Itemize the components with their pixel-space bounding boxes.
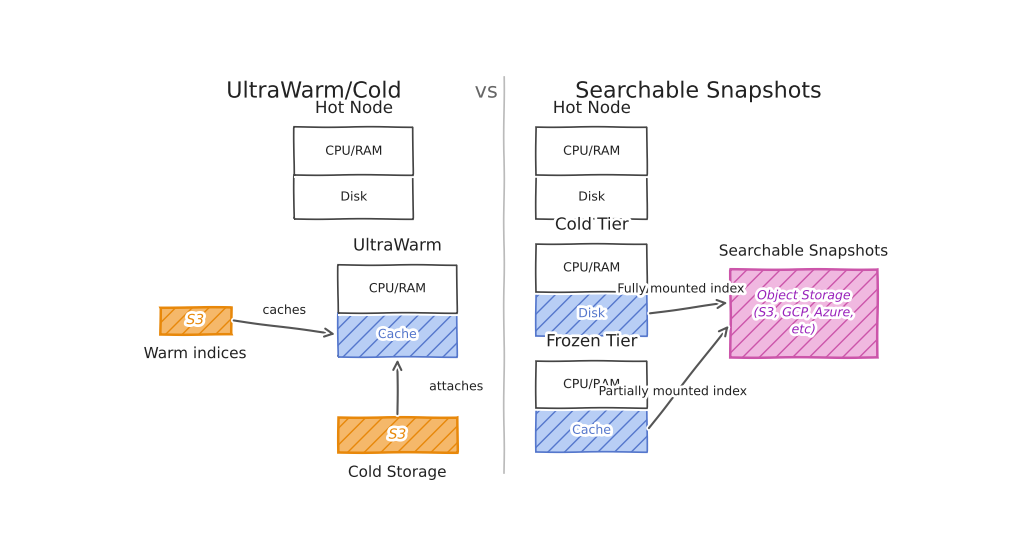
Text: Searchable Snapshots: Searchable Snapshots: [719, 243, 889, 259]
Text: Fully mounted index: Fully mounted index: [617, 282, 745, 295]
Text: CPU/RAM: CPU/RAM: [369, 282, 426, 295]
Text: Cache: Cache: [377, 328, 417, 341]
Text: Disk: Disk: [578, 307, 606, 320]
Bar: [536, 175, 648, 219]
Bar: [338, 265, 457, 313]
Text: CPU/RAM: CPU/RAM: [325, 145, 383, 158]
Bar: [338, 265, 457, 357]
Bar: [536, 361, 648, 452]
Text: UltraWarm/Cold: UltraWarm/Cold: [226, 82, 402, 102]
Text: Frozen Tier: Frozen Tier: [546, 332, 637, 350]
Text: attaches: attaches: [430, 380, 484, 393]
Text: Disk: Disk: [341, 190, 367, 203]
Text: S3: S3: [389, 427, 406, 441]
Bar: [536, 128, 648, 219]
Text: vs: vs: [475, 82, 498, 102]
Text: Hot Node: Hot Node: [552, 99, 630, 117]
Bar: [536, 361, 648, 408]
Text: Object Storage
(S3, GCP, Azure,
etc): Object Storage (S3, GCP, Azure, etc): [754, 289, 854, 337]
Text: Hot Node: Hot Node: [315, 99, 393, 117]
Text: Disk: Disk: [578, 190, 606, 203]
Text: Warm indices: Warm indices: [143, 346, 247, 361]
Text: Cold Tier: Cold Tier: [554, 216, 628, 234]
Text: Cache: Cache: [572, 424, 611, 437]
Text: S3: S3: [186, 313, 204, 327]
Text: UltraWarm: UltraWarm: [353, 236, 442, 254]
Bar: [730, 269, 877, 357]
Text: CPU/RAM: CPU/RAM: [563, 378, 620, 391]
Bar: [536, 292, 648, 335]
Bar: [338, 417, 457, 452]
Text: CPU/RAM: CPU/RAM: [563, 145, 620, 158]
Text: Partially mounted index: Partially mounted index: [598, 385, 748, 398]
Bar: [536, 244, 648, 292]
Text: Searchable Snapshots: Searchable Snapshots: [575, 82, 822, 102]
Bar: [160, 307, 231, 334]
Bar: [536, 244, 648, 335]
Bar: [295, 175, 413, 219]
Text: caches: caches: [263, 304, 307, 317]
Text: CPU/RAM: CPU/RAM: [563, 261, 620, 274]
Bar: [536, 127, 648, 175]
Text: Cold Storage: Cold Storage: [348, 465, 447, 480]
Bar: [295, 127, 413, 175]
Bar: [536, 408, 648, 452]
Bar: [295, 128, 413, 219]
Bar: [338, 313, 457, 357]
